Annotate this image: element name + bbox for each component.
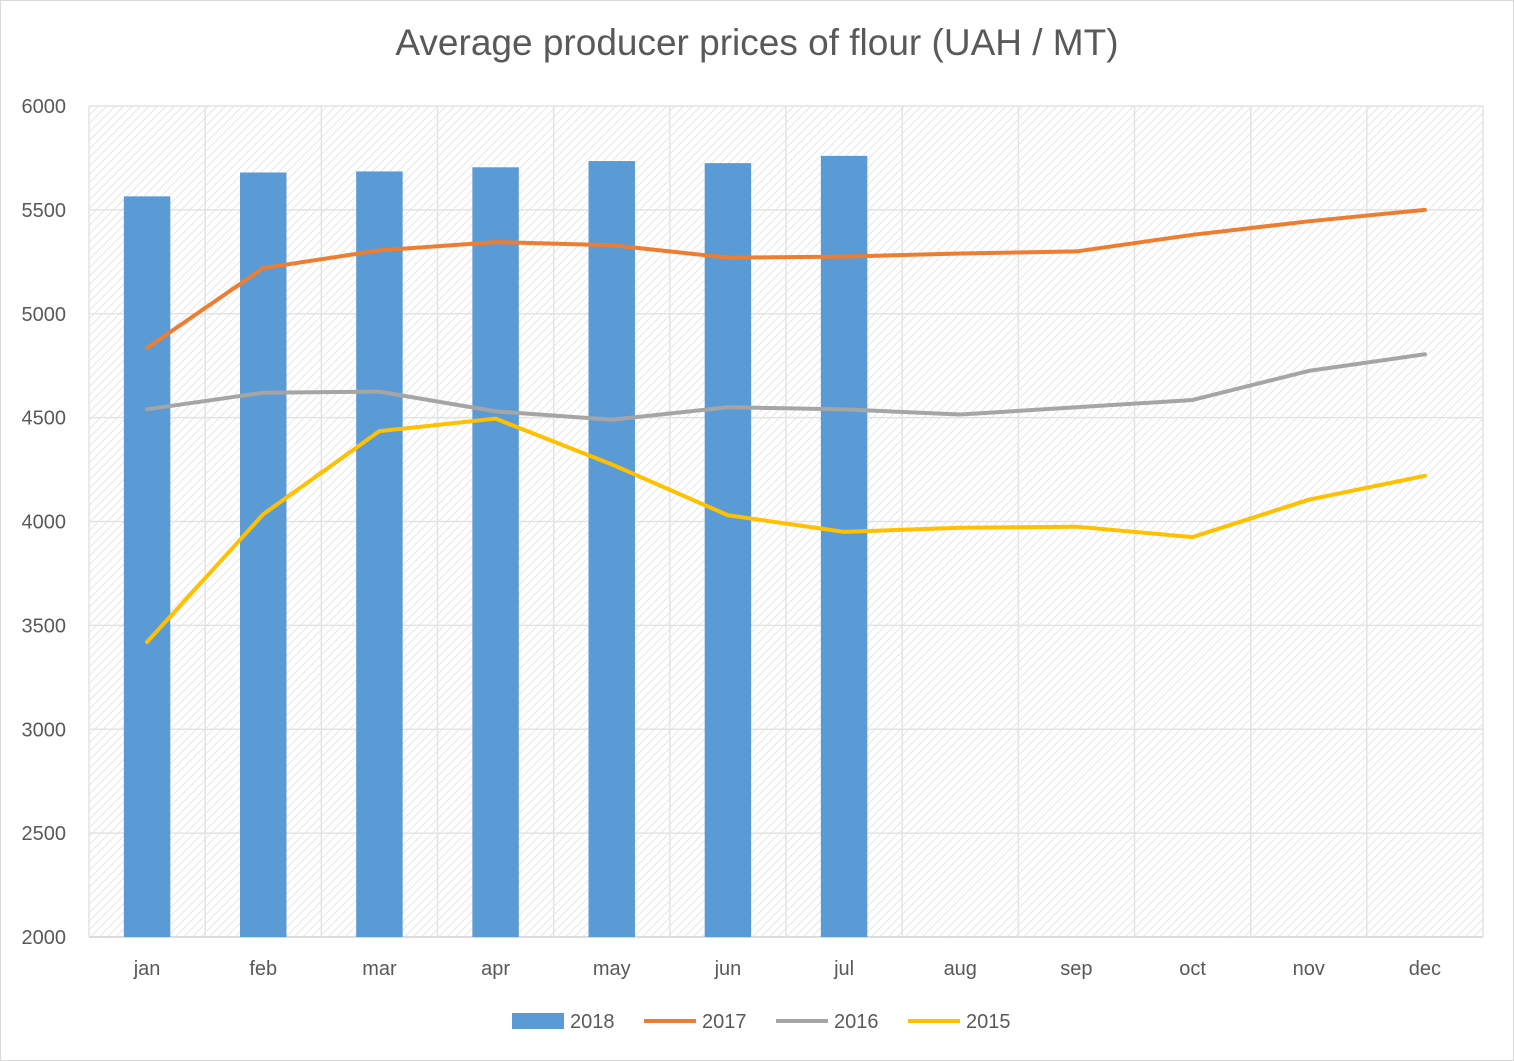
x-tick-label: apr (481, 958, 510, 980)
x-tick-label: jan (133, 958, 161, 980)
x-tick-label: nov (1293, 958, 1325, 980)
y-tick-label: 2500 (22, 823, 67, 845)
y-tick-label: 4000 (22, 512, 67, 534)
x-tick-label: feb (249, 958, 277, 980)
line-series-2017 (145, 207, 1427, 351)
grid-lines (88, 105, 1484, 938)
y-tick-label: 3500 (22, 615, 67, 637)
legend: 2018 2017 2016 2015 (512, 1011, 1011, 1033)
x-tick-label: aug (944, 958, 977, 980)
legend-swatch (512, 1013, 564, 1029)
legend-item-2018: 2018 (512, 1011, 615, 1033)
x-tick-label: mar (362, 958, 397, 980)
line-series (145, 207, 1427, 644)
chart-title: Average producer prices of flour (UAH / … (395, 22, 1119, 63)
x-tick-label: jul (833, 958, 854, 980)
bar-2018-apr (472, 167, 519, 937)
legend-item-2017: 2017 (644, 1011, 747, 1033)
bar-series (123, 155, 868, 938)
legend-label: 2015 (966, 1011, 1011, 1033)
y-tick-label: 3000 (22, 719, 67, 741)
x-axis-ticks: jan feb mar apr may jun jul aug sep oct nov dec (133, 958, 1441, 980)
line-series-2016 (145, 352, 1427, 422)
y-tick-label: 4500 (22, 408, 67, 430)
x-tick-label: oct (1179, 958, 1206, 980)
x-tick-label: dec (1409, 958, 1441, 980)
legend-item-2015: 2015 (908, 1011, 1011, 1033)
bar-2018-may (588, 161, 635, 937)
bar-2018-feb (240, 172, 287, 938)
y-tick-label: 5000 (22, 304, 67, 326)
bar-2018-jan (123, 196, 171, 938)
bar-2018-jun (704, 163, 752, 938)
legend-label: 2016 (834, 1011, 879, 1033)
x-tick-label: may (593, 958, 631, 980)
bar-2018-jul (820, 155, 868, 938)
legend-label: 2018 (570, 1011, 615, 1033)
y-tick-label: 5500 (22, 200, 67, 222)
y-axis-ticks: 2000 2500 3000 3500 4000 4500 5000 5500 6000 (22, 96, 67, 949)
y-tick-label: 2000 (22, 927, 67, 949)
y-tick-label: 6000 (22, 96, 67, 118)
bar-2018-mar (356, 171, 403, 937)
x-tick-label: sep (1060, 958, 1092, 980)
x-tick-label: jun (714, 958, 742, 980)
legend-item-2016: 2016 (776, 1011, 879, 1033)
legend-label: 2017 (702, 1011, 747, 1033)
line-series-2015 (145, 416, 1427, 644)
